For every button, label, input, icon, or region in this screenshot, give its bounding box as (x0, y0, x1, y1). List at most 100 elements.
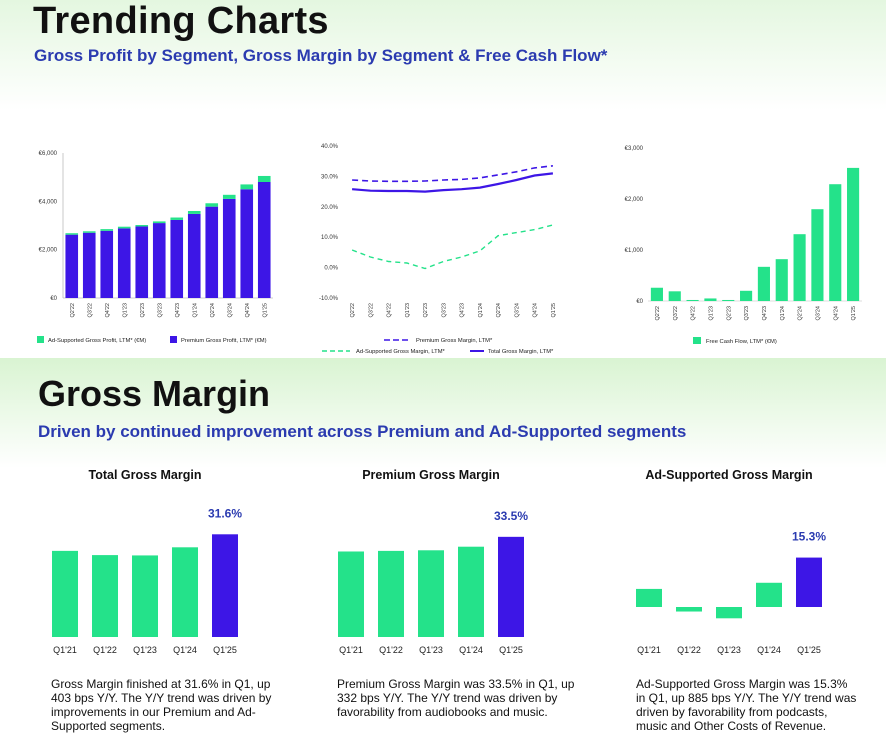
gm-highlight-label: 33.5% (494, 509, 528, 523)
chart2-x-tick: Q1'25 (551, 303, 557, 318)
chart3-fcf-bar (793, 234, 806, 301)
total-gross-margin-description: Gross Margin finished at 31.6% in Q1, up… (51, 677, 272, 733)
gm-x-tick: Q1'22 (677, 645, 701, 655)
chart2-x-tick: Q4'23 (460, 303, 466, 318)
gm-x-tick: Q1'25 (499, 645, 523, 655)
chart3-y-tick: €0 (636, 299, 643, 305)
chart1-premium-bar (82, 232, 96, 298)
gm-bar-total-gross-margin (212, 534, 238, 637)
gm-x-tick: Q1'21 (339, 645, 363, 655)
chart3-x-tick: Q3'22 (673, 306, 679, 321)
chart1-ad-bar (205, 203, 219, 207)
chart1-premium-bar (65, 234, 79, 298)
chart3-x-tick: Q4'22 (691, 306, 697, 321)
chart2-y-tick: 40.0% (321, 144, 339, 150)
gm-x-tick: Q1'24 (173, 645, 197, 655)
chart1-ad-bar (135, 225, 149, 227)
chart3-fcf-bar (811, 209, 824, 301)
chart2-line-total-gross-margin-ltm (352, 172, 554, 193)
chart1-premium-bar (100, 230, 114, 298)
ad-supported-gross-margin-description: Ad-Supported Gross Margin was 15.3% in Q… (636, 677, 857, 733)
chart1-ad-bar (65, 233, 79, 235)
chart1-premium-bar (187, 213, 201, 298)
chart2-line-ad-supported-gross-margin-ltm (351, 224, 554, 270)
chart1-ad-bar (152, 221, 166, 224)
premium-gross-margin-description: Premium Gross Margin was 33.5% in Q1, up… (337, 677, 575, 719)
gm-bar-ad-supported-gross-margin (716, 607, 742, 619)
chart3-x-tick: Q1'25 (851, 306, 857, 321)
chart1-y-tick: €6,000 (39, 151, 58, 157)
gm-x-tick: Q1'23 (419, 645, 443, 655)
gm-x-tick: Q1'25 (797, 645, 821, 655)
chart3-x-tick: Q3'24 (815, 306, 821, 321)
gm-chart-title-total-gross-margin: Total Gross Margin (89, 468, 202, 482)
chart1-legend-premium-label: Premium Gross Profit, LTM* (€M) (181, 338, 267, 344)
gm-x-tick: Q1'22 (379, 645, 403, 655)
chart1-y-tick: €2,000 (39, 248, 58, 254)
chart1-premium-bar (257, 182, 271, 298)
chart1-x-tick: Q3'22 (87, 303, 93, 318)
gm-x-tick: Q1'24 (757, 645, 781, 655)
gm-x-tick: Q1'23 (717, 645, 741, 655)
chart3-x-tick: Q2'23 (726, 306, 732, 321)
gm-bar-total-gross-margin (92, 555, 118, 637)
chart1-premium-bar (205, 206, 219, 298)
chart1-legend-ad-swatch (37, 336, 44, 343)
chart2-x-tick: Q3'24 (514, 303, 520, 318)
chart1-x-tick: Q2'23 (140, 303, 146, 318)
chart3-fcf-bar (775, 259, 788, 301)
chart3-x-tick: Q1'24 (780, 306, 786, 321)
gm-bar-ad-supported-gross-margin (636, 588, 662, 607)
chart3-fcf-bar (668, 291, 681, 301)
chart2-x-tick: Q4'22 (387, 303, 393, 318)
chart2-x-tick: Q1'24 (478, 303, 484, 318)
chart3-y-tick: €1,000 (625, 248, 644, 254)
chart2-x-tick: Q3'22 (368, 303, 374, 318)
chart2-x-tick: Q2'22 (350, 303, 356, 318)
chart3-x-tick: Q2'24 (798, 306, 804, 321)
gm-chart-title-premium-gross-margin: Premium Gross Margin (362, 468, 500, 482)
chart1-y-tick: €0 (50, 296, 57, 302)
chart1-ad-bar (222, 194, 236, 199)
chart2-x-tick: Q4'24 (533, 303, 539, 318)
trending-charts-subtitle: Gross Profit by Segment, Gross Margin by… (34, 46, 608, 65)
gm-x-tick: Q1'21 (637, 645, 661, 655)
chart1-ad-bar (82, 231, 96, 233)
chart2-y-tick: 30.0% (321, 174, 339, 180)
chart3-fcf-bar (650, 287, 663, 301)
chart2-y-tick: 20.0% (321, 205, 339, 211)
chart2-x-tick: Q3'23 (441, 303, 447, 318)
chart1-x-tick: Q4'23 (175, 303, 181, 318)
chart1-ad-bar (187, 211, 201, 214)
chart3-x-tick: Q2'22 (655, 306, 661, 321)
gm-highlight-label: 31.6% (208, 506, 242, 520)
trending-charts-title: Trending Charts (33, 0, 329, 42)
chart1-ad-bar (170, 217, 184, 220)
chart2-x-tick: Q1'23 (405, 303, 411, 318)
gm-bar-premium-gross-margin (458, 546, 484, 637)
chart2-legend-total-label: Total Gross Margin, LTM* (488, 349, 554, 355)
chart1-x-tick: Q1'24 (192, 303, 198, 318)
chart1-legend-ad-label: Ad-Supported Gross Profit, LTM* (€M) (48, 338, 146, 344)
chart1-y-tick: €4,000 (39, 199, 58, 205)
gross-margin-subtitle: Driven by continued improvement across P… (38, 422, 687, 441)
chart1-ad-bar (117, 226, 131, 229)
chart3-fcf-bar (704, 298, 717, 301)
chart2-legend-premium-label: Premium Gross Margin, LTM* (416, 338, 493, 344)
gm-bar-total-gross-margin (172, 547, 198, 637)
gm-bar-premium-gross-margin (338, 551, 364, 637)
chart3-x-tick: Q4'23 (762, 306, 768, 321)
chart3-y-tick: €3,000 (625, 146, 644, 152)
gm-bar-total-gross-margin (52, 550, 78, 637)
chart1-ad-bar (240, 184, 254, 190)
gm-bar-ad-supported-gross-margin (676, 607, 702, 612)
chart1-x-tick: Q2'22 (70, 303, 76, 318)
chart1-legend-premium-swatch (170, 336, 177, 343)
gm-chart-title-ad-supported-gross-margin: Ad-Supported Gross Margin (645, 468, 812, 482)
gm-bar-premium-gross-margin (378, 550, 404, 637)
gm-x-tick: Q1'24 (459, 645, 483, 655)
chart2-x-tick: Q2'23 (423, 303, 429, 318)
chart2-y-tick: 10.0% (321, 235, 339, 241)
gm-bar-ad-supported-gross-margin (756, 582, 782, 607)
